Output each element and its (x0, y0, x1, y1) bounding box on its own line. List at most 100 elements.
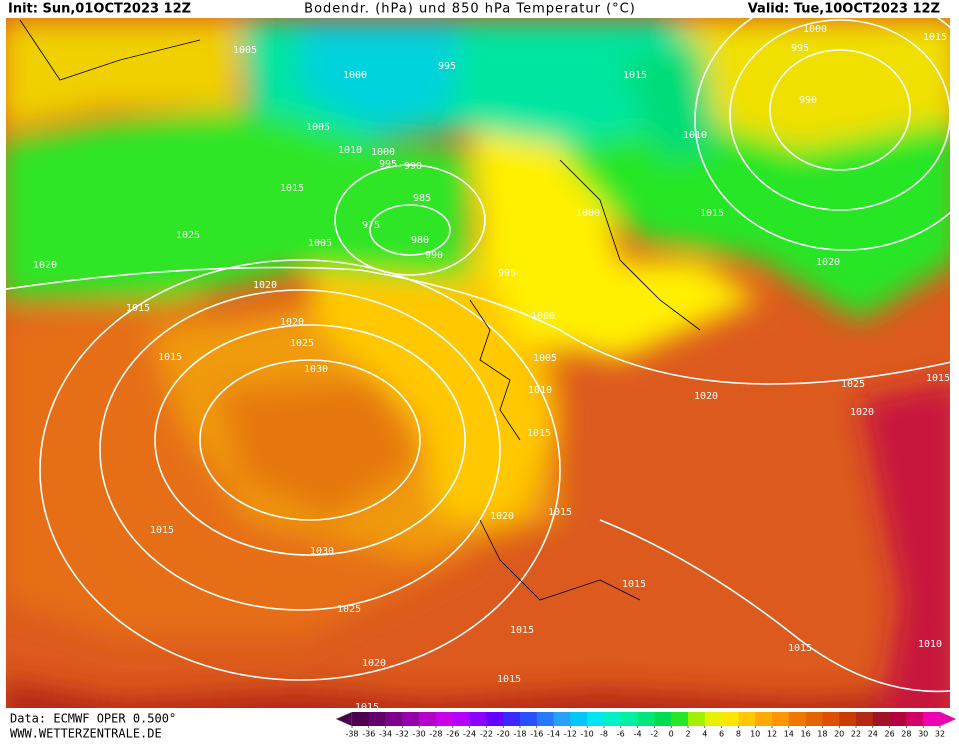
colorbar-label: 20 (834, 730, 844, 739)
colorbar-bin (721, 712, 739, 726)
colorbar-bin (906, 712, 924, 726)
colorbar-bin (419, 712, 437, 726)
isobar-label: 1005 (533, 353, 557, 364)
colorbar-bin (805, 712, 823, 726)
isobar-label: 1005 (233, 45, 257, 56)
isobar-label: 1020 (33, 260, 57, 271)
colorbar-bin (654, 712, 672, 726)
colorbar-label: 32 (935, 730, 945, 739)
isobar-label: 1025 (337, 604, 361, 615)
colorbar-label: -34 (379, 730, 392, 739)
colorbar-bin (587, 712, 605, 726)
isobar-label: 1015 (788, 643, 812, 654)
colorbar-bin (839, 712, 857, 726)
valid-time: Valid: Tue,10OCT2023 12Z (748, 2, 940, 17)
isobar-label: 995 (438, 61, 456, 72)
colorbar-label: 2 (685, 730, 690, 739)
isobar-label: 1015 (548, 507, 572, 518)
colorbar-bin (671, 712, 689, 726)
isobar-label: 995 (379, 159, 397, 170)
colorbar-bin (604, 712, 622, 726)
colorbar-bin (889, 712, 907, 726)
isobar-label: 1015 (527, 428, 551, 439)
colorbar-bin (772, 712, 790, 726)
colorbar-label: 4 (702, 730, 707, 739)
isobar-label: 1000 (803, 24, 827, 35)
isobar-label: 1015 (926, 373, 950, 384)
isobar-label: 1020 (694, 391, 718, 402)
colorbar-label: 22 (851, 730, 861, 739)
website: WWW.WETTERZENTRALE.DE (10, 727, 162, 741)
isobar-label: 990 (404, 161, 422, 172)
colorbar-bin (637, 712, 655, 726)
colorbar-bin (620, 712, 638, 726)
isobar-label: 1020 (816, 257, 840, 268)
colorbar-label: -36 (362, 730, 375, 739)
colorbar: -38 -36 -34 -32 -30 -28 -26 -24 -22 -20 -18 -16 -14-… (335, 711, 957, 739)
colorbar-label: -12 (564, 730, 577, 739)
isobar-label: 1020 (253, 280, 277, 291)
colorbar-label: -28 (429, 730, 442, 739)
colorbar-bin (688, 712, 706, 726)
colorbar-label: 0 (669, 730, 674, 739)
coastlines (19, 19, 701, 601)
isobar-label: 1000 (343, 70, 367, 81)
isobar-label: 1030 (304, 364, 328, 375)
colorbar-bin (368, 712, 386, 726)
colorbar-bin (469, 712, 487, 726)
colorbar-label: -4 (634, 730, 642, 739)
colorbar-label: -2 (650, 730, 658, 739)
isobar-label: 1010 (528, 385, 552, 396)
isobar-label: 1010 (683, 130, 707, 141)
colorbar-bin (822, 712, 840, 726)
isobar-label: 1025 (290, 338, 314, 349)
map-title: Bodendr. (hPa) und 850 hPa Temperatur (°… (304, 2, 636, 17)
isobar-label: 1015 (150, 525, 174, 536)
isobar-label: 1015 (126, 303, 150, 314)
init-time: Init: Sun,01OCT2023 12Z (8, 2, 191, 17)
isobar-label: 1020 (490, 511, 514, 522)
isobar-label: 1010 (918, 639, 942, 650)
colorbar-bin (738, 712, 756, 726)
colorbar-label: 10 (750, 730, 760, 739)
colorbar-bin (385, 712, 403, 726)
colorbar-label: -22 (480, 730, 493, 739)
isobar-label: 1020 (280, 317, 304, 328)
temp-field (6, 20, 950, 708)
colorbar-bin (503, 712, 521, 726)
isobar-label: 1000 (576, 208, 600, 219)
isobar-label: 1015 (700, 208, 724, 219)
isobar-label: 990 (799, 95, 817, 106)
isobar-label: 990 (425, 250, 443, 261)
colorbar-label: -38 (345, 730, 358, 739)
colorbar-bin (788, 712, 806, 726)
colorbar-label: -16 (530, 730, 543, 739)
colorbar-label: 6 (719, 730, 724, 739)
isobar-label: 1030 (310, 546, 334, 557)
colorbar-label: -18 (513, 730, 526, 739)
colorbar-label: 24 (868, 730, 878, 739)
colorbar-label: 12 (767, 730, 777, 739)
colorbar-bin (755, 712, 773, 726)
colorbar-bin (704, 712, 722, 726)
colorbar-label: -30 (413, 730, 426, 739)
isobar-label: 1025 (176, 230, 200, 241)
isobar-label: 980 (411, 235, 429, 246)
colorbar-bin (570, 712, 588, 726)
isobar-label: 995 (498, 268, 516, 279)
colorbar-label: 28 (901, 730, 911, 739)
colorbar-bin (923, 712, 941, 726)
colorbar-label: 8 (736, 730, 741, 739)
isobar-label: 985 (413, 193, 431, 204)
colorbar-label: 30 (918, 730, 928, 739)
colorbar-label: -24 (463, 730, 476, 739)
colorbar-bin (452, 712, 470, 726)
colorbar-bin (352, 712, 370, 726)
isobar-label: 1015 (623, 70, 647, 81)
isobar-label: 1000 (531, 311, 555, 322)
colorbar-label: 16 (801, 730, 811, 739)
colorbar-label: -20 (497, 730, 510, 739)
colorbar-bin (856, 712, 874, 726)
